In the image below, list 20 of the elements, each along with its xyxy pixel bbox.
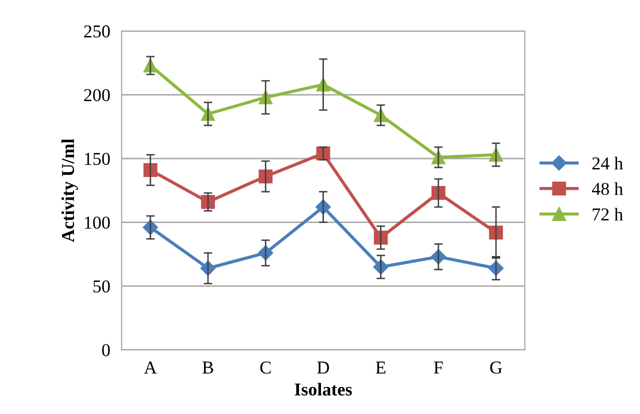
y-tick-label: 250 (84, 25, 110, 38)
y-tick-label: 0 (102, 344, 110, 356)
x-tick-label: B (202, 362, 214, 374)
legend-label: 24 h (592, 156, 623, 170)
x-axis-title: Isolates (294, 382, 352, 396)
y-axis-title: Activity U/ml (61, 138, 78, 242)
point (201, 194, 215, 209)
point (489, 226, 503, 240)
y-tick-label: 150 (84, 152, 110, 166)
x-tick-label: G (490, 362, 502, 374)
x-tick-label: D (317, 362, 329, 374)
x-tick-label: A (144, 362, 157, 374)
y-tick-label: 200 (84, 89, 110, 102)
y-tick-label: 50 (93, 280, 110, 293)
legend-label: 72 h (592, 208, 623, 220)
y-tick-label: 100 (84, 216, 110, 229)
x-tick-label: E (376, 362, 386, 374)
x-tick-label: F (434, 362, 443, 374)
x-tick-label: C (260, 362, 271, 374)
legend-label: 48 h (592, 182, 623, 196)
